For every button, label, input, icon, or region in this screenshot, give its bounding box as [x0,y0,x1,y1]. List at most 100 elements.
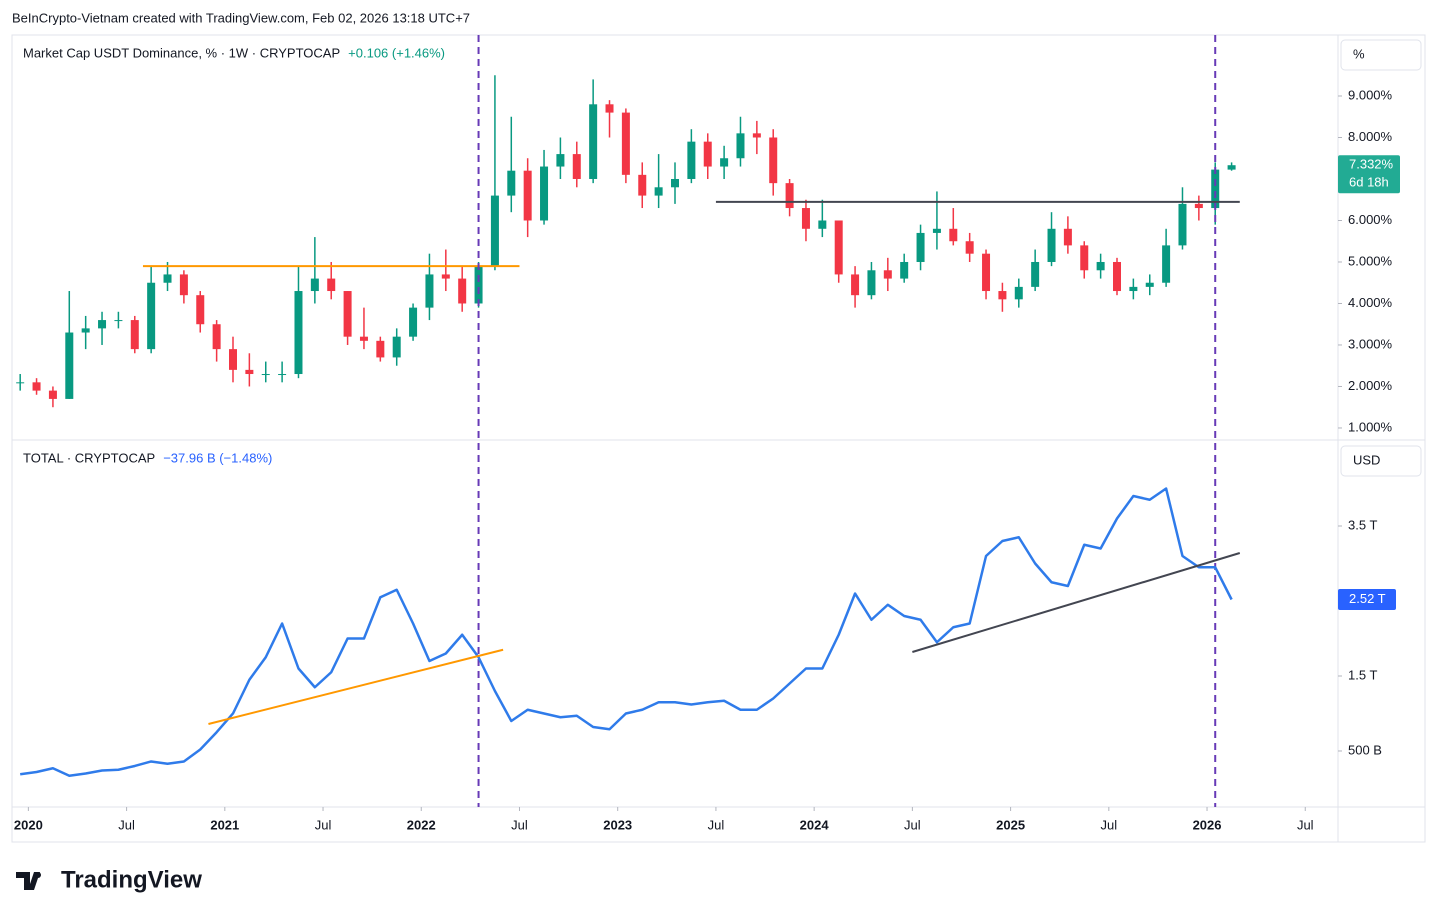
candle-body [1178,203,1187,246]
x-tick-label: Jul [1101,817,1118,832]
header: BeInCrypto-Vietnam created with TradingV… [12,10,470,25]
trend-line [912,552,1241,653]
last-value-box [1338,589,1396,611]
candle-body [720,158,729,167]
y-tick-label: 5.000% [1348,253,1393,268]
candle-body [703,141,712,167]
logo-dot [35,872,41,878]
candle-body [474,266,483,304]
x-tick-label: Jul [904,817,921,832]
x-tick-label: Jul [708,817,725,832]
x-tick-label: 2025 [996,817,1025,832]
candle-body [671,178,679,188]
candle-body [359,336,368,341]
candle-body [687,141,696,179]
candle-body [834,220,843,275]
candle-body [425,274,434,308]
candle-body [638,174,647,196]
candle-body [32,382,41,391]
candle-body [605,104,614,113]
candle-body [540,166,549,221]
pane-title: TOTAL · CRYPTOCAP [23,450,155,465]
candle-body [327,278,336,292]
candle-body [48,390,57,399]
candle-body [883,270,892,279]
candle-body [1113,261,1121,292]
y-tick-label: 1.5 T [1348,667,1377,682]
x-tick-label: Jul [1297,817,1314,832]
candle-body [1014,286,1023,300]
pane-change: −37.96 B (−1.48%) [163,450,272,465]
candle-body [965,241,974,254]
candle-body [409,307,418,337]
chart-frame [11,34,1426,843]
candle-body [16,382,25,384]
x-tick-label: 2026 [1193,817,1222,832]
y-tick-label: 1.000% [1348,419,1393,434]
last-value-label: 7.332% [1349,157,1394,172]
y-tick-label: 6.000% [1348,212,1393,227]
candle-body [458,278,467,304]
candle-body [130,320,139,350]
candle-body [392,336,401,358]
x-tick-label: 2020 [14,817,43,832]
candle-body [343,291,352,337]
last-value-box [1338,155,1400,194]
candle-body [1063,228,1072,246]
candle-body [1031,261,1040,287]
x-tick-label: Jul [315,817,332,832]
countdown-label: 6d 18h [1349,175,1389,190]
candle-body [1227,165,1236,170]
last-value-label: 2.52 T [1349,591,1386,606]
candle-body [654,187,663,196]
candle-body [1194,203,1203,209]
candle-body [507,170,516,196]
candle-body [769,137,778,184]
candle-body [982,253,991,292]
x-tick-label: Jul [118,817,135,832]
y-tick-label: 3.5 T [1348,517,1377,532]
unit-button[interactable] [1340,445,1422,477]
candle-body [949,228,958,242]
candle-body [736,133,745,159]
y-tick-label: 500 B [1348,742,1382,757]
candle-body [1096,261,1105,271]
candle-body [229,349,237,370]
candle-body [261,374,270,376]
candle-body [916,232,925,262]
candle-body [1047,228,1056,262]
candle-body [196,295,205,325]
candle-body [752,133,761,138]
y-tick-label: 4.000% [1348,295,1393,310]
pane-title: Market Cap USDT Dominance, % · 1W · CRYP… [23,45,340,60]
candle-body [785,183,794,209]
candle-body [900,261,909,279]
candle-body [441,274,450,279]
candle-body [1211,169,1220,209]
unit-label: USD [1353,452,1380,467]
series-line [20,487,1233,777]
candle-body [1145,282,1154,287]
candle-body [114,320,123,322]
unit-button[interactable] [1340,39,1422,71]
candle-body [621,112,630,175]
candle-body [1080,245,1089,271]
candle-body [310,278,319,292]
candle-body [81,328,90,333]
candle-body [278,374,287,376]
candle-body [801,208,810,229]
y-tick-label: 2.000% [1348,378,1393,393]
x-tick-label: 2022 [407,817,436,832]
candle-body [65,332,74,399]
x-tick-label: 2021 [210,817,239,832]
candle-body [1162,245,1171,283]
x-tick-label: Jul [511,817,528,832]
candle-body [147,282,156,350]
candle-body [932,228,941,233]
logo-icon [16,872,40,890]
y-tick-label: 3.000% [1348,336,1393,351]
candle-body [98,320,107,329]
candle-body [998,291,1007,300]
candle-body [245,369,254,375]
